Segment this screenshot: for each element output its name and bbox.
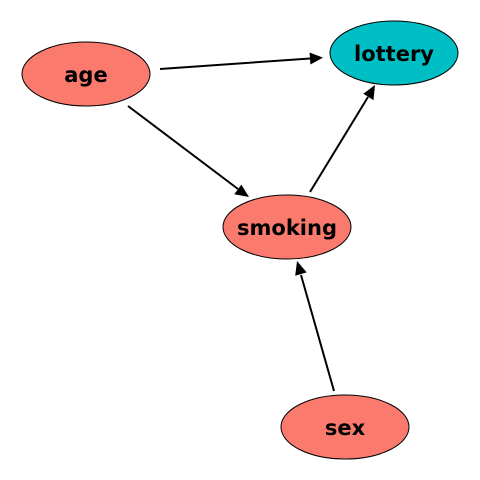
node-lottery-label: lottery xyxy=(354,42,434,66)
node-sex-shape[interactable] xyxy=(280,394,410,460)
node-age-shape[interactable] xyxy=(21,41,151,107)
edge-age-to-lottery-line xyxy=(159,57,311,70)
edge-sex-to-smoking-arrowhead xyxy=(295,261,307,276)
edge-age-to-smoking-line xyxy=(127,105,239,190)
node-age-label: age xyxy=(64,63,107,87)
node-age[interactable]: age xyxy=(21,41,151,107)
node-smoking[interactable]: smoking xyxy=(222,194,352,260)
edge-sex-to-smoking xyxy=(295,261,335,392)
edge-sex-to-smoking-line xyxy=(300,274,335,392)
node-sex-label: sex xyxy=(325,416,366,440)
node-sex[interactable]: sex xyxy=(280,394,410,460)
edge-age-to-lottery-arrowhead xyxy=(309,52,323,65)
node-lottery[interactable]: lottery xyxy=(329,20,459,86)
edge-smoking-to-lottery-arrowhead xyxy=(363,85,375,101)
edge-smoking-to-lottery-line xyxy=(309,96,369,193)
edge-smoking-to-lottery xyxy=(309,85,375,193)
node-smoking-shape[interactable] xyxy=(222,194,352,260)
edge-age-to-smoking xyxy=(127,105,249,197)
edges-layer xyxy=(127,52,375,392)
edge-age-to-smoking-arrowhead xyxy=(234,184,249,197)
edge-age-to-lottery xyxy=(159,52,323,70)
node-smoking-label: smoking xyxy=(237,216,337,240)
nodes-layer: age lottery smoking sex xyxy=(21,20,459,460)
node-lottery-shape[interactable] xyxy=(329,20,459,86)
